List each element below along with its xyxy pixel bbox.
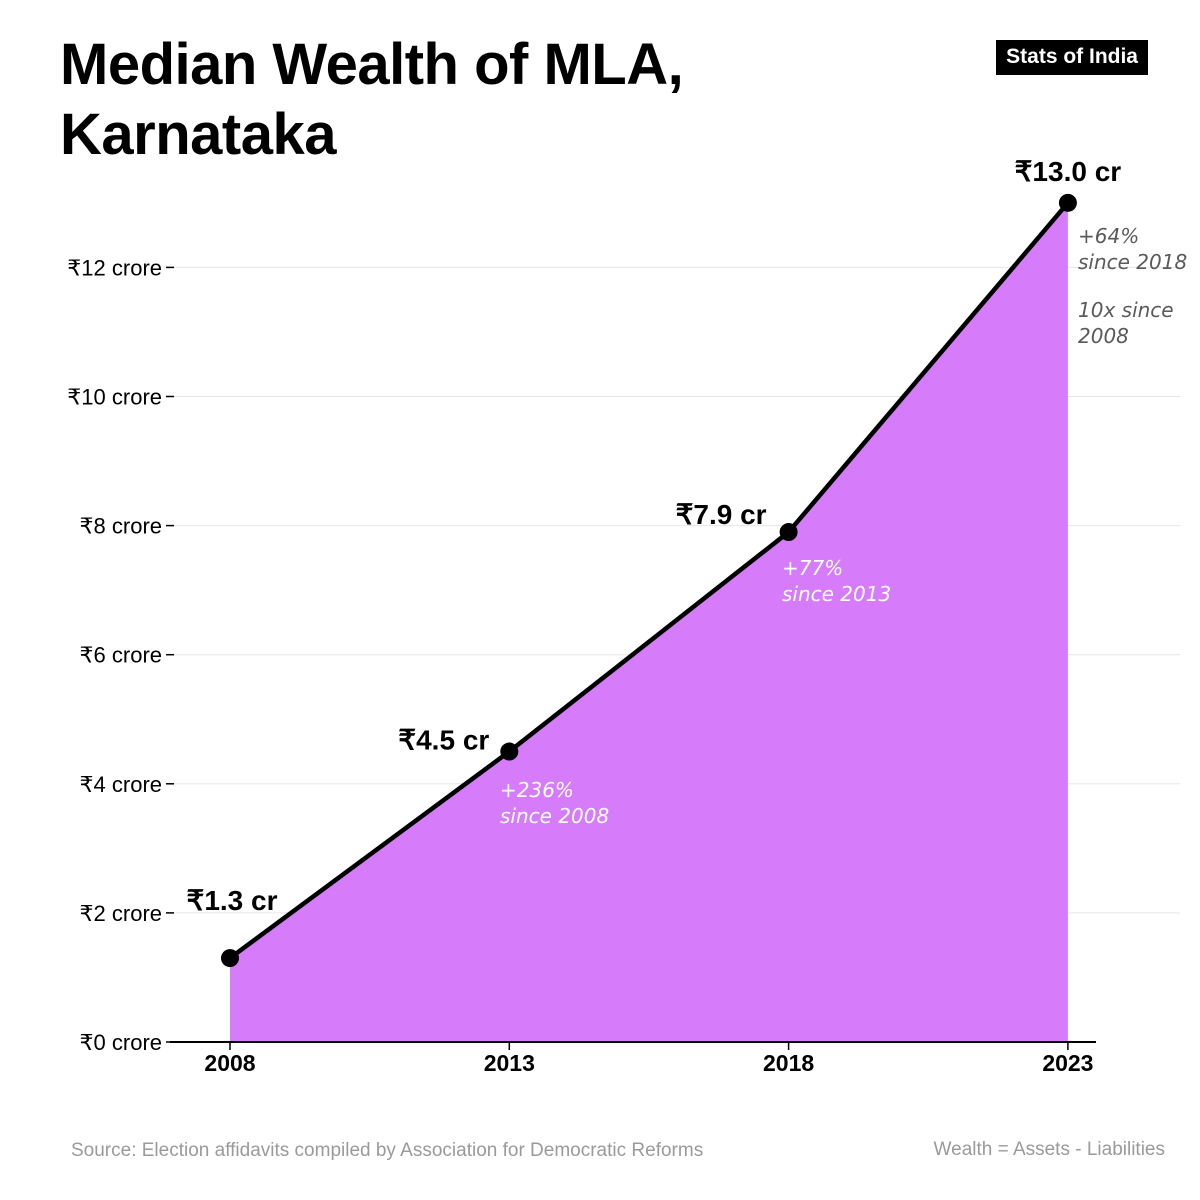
annotation-text: +236% <box>500 778 574 802</box>
definition-note: Wealth = Assets - Liabilities <box>933 1139 1165 1160</box>
source-note: Source: Election affidavits compiled by … <box>71 1140 704 1161</box>
y-tick-label: ₹8 crore <box>80 514 162 539</box>
data-label: ₹7.9 cr <box>676 499 767 530</box>
data-point <box>1058 193 1077 212</box>
data-point <box>779 523 798 542</box>
annotation-text: 2008 <box>1078 324 1129 348</box>
y-tick-label: ₹12 crore <box>67 255 162 280</box>
annotation-text: +77% <box>782 556 843 580</box>
y-tick-label: ₹0 crore <box>80 1030 162 1055</box>
annotation-text: since 2013 <box>782 582 891 606</box>
y-tick-label: ₹4 crore <box>80 772 162 797</box>
area-fill <box>230 202 1068 1043</box>
y-tick-label: ₹2 crore <box>80 901 162 926</box>
data-label: ₹4.5 cr <box>398 725 489 756</box>
data-label: ₹1.3 cr <box>187 885 278 916</box>
brand-badge: Stats of India <box>996 40 1148 75</box>
series-line <box>227 200 1071 961</box>
x-tick-label: 2018 <box>763 1050 814 1076</box>
chart-title: Median Wealth of MLA, Karnataka <box>60 32 684 167</box>
x-tick-label: 2008 <box>204 1050 255 1076</box>
data-point <box>221 949 239 968</box>
data-label: ₹13.0 cr <box>1015 156 1122 187</box>
annotation-text: since 2018 <box>1078 250 1187 274</box>
annotation-text: +64% <box>1078 224 1139 248</box>
annotation-text: since 2008 <box>500 804 609 828</box>
annotation-text: 10x since <box>1078 298 1174 322</box>
y-tick-label: ₹6 crore <box>80 643 162 668</box>
y-tick-label: ₹10 crore <box>67 385 162 410</box>
data-point <box>500 742 519 761</box>
x-tick-label: 2023 <box>1042 1050 1093 1076</box>
x-tick-label: 2013 <box>484 1050 535 1076</box>
